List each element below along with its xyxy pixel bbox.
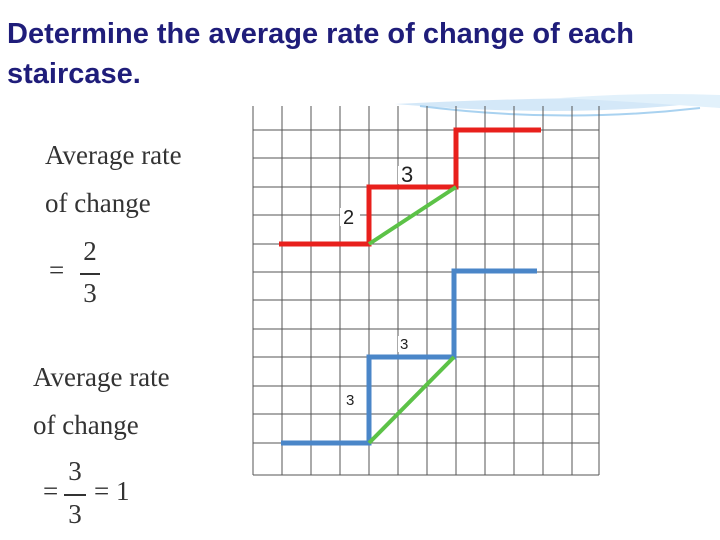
red-staircase — [279, 127, 541, 247]
slide-title: Determine the average rate of change of … — [7, 18, 634, 90]
formula-red-equals: = — [49, 255, 65, 285]
blue-average-line — [367, 355, 456, 445]
formula-red-denominator: 3 — [83, 278, 97, 308]
formula-red-line1: Average rate — [45, 140, 182, 170]
formula-blue-line1: Average rate — [33, 362, 170, 392]
formula-blue-equals: = — [43, 476, 59, 506]
red-run-label: 2 — [343, 207, 354, 229]
formula-blue-result: = 1 — [94, 476, 130, 506]
formula-blue-fraction: 3 3 — [64, 456, 86, 538]
red-average-line — [367, 185, 458, 246]
formula-blue-numerator: 3 — [68, 456, 82, 486]
formula-red-fraction-bar — [80, 273, 100, 275]
blue-run-label: 3 — [346, 392, 354, 409]
formula-blue-line2: of change — [33, 410, 139, 440]
formula-blue-fraction-bar — [64, 494, 86, 496]
formula-blue-denominator: 3 — [68, 499, 82, 529]
blue-staircase — [281, 268, 537, 446]
formula-red-fraction: 2 3 — [80, 236, 100, 316]
red-rise-label: 3 — [401, 162, 413, 187]
blue-rise-label: 3 — [400, 336, 408, 353]
formula-red-numerator: 2 — [83, 236, 97, 266]
formula-red-line2: of change — [45, 188, 151, 218]
